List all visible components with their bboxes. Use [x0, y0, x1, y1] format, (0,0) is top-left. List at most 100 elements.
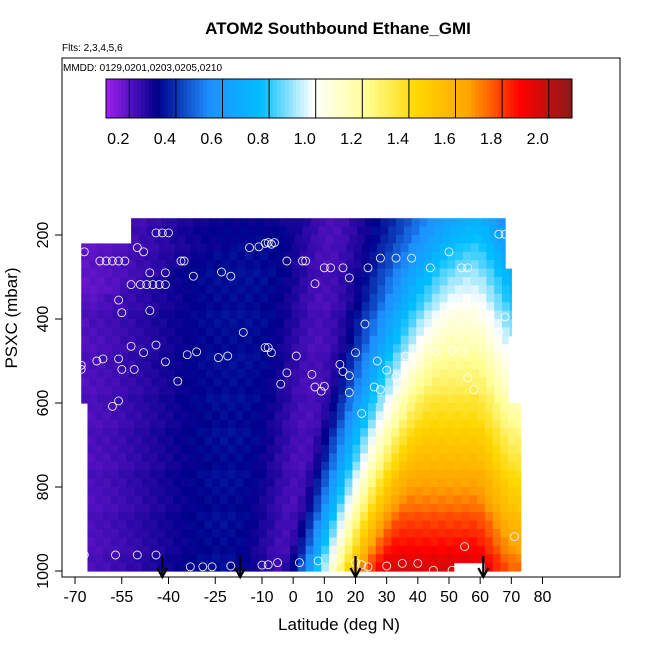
colorbar-segment: [416, 79, 422, 118]
heatmap-cell: [276, 302, 285, 312]
heatmap-cells: [81, 218, 522, 572]
heatmap-cell: [477, 428, 486, 438]
heatmap-cell: [494, 377, 503, 387]
heatmap-cell: [188, 436, 198, 446]
heatmap-cell: [322, 277, 332, 286]
heatmap-cell: [143, 377, 152, 387]
heatmap-cell: [196, 419, 205, 429]
x-tick-label: 20: [347, 589, 365, 606]
heatmap-cell: [408, 310, 417, 320]
heatmap-cell: [135, 361, 145, 370]
heatmap-cell: [258, 537, 268, 547]
heatmap-cell: [463, 268, 472, 278]
heatmap-cell: [361, 361, 371, 370]
heatmap-cell: [103, 562, 112, 572]
heatmap-cell: [445, 562, 455, 572]
heatmap-cell: [134, 495, 143, 505]
heatmap-cell: [352, 419, 361, 429]
heatmap-cell: [422, 562, 431, 572]
heatmap-cell: [447, 386, 456, 396]
heatmap-cell: [434, 218, 444, 228]
heatmap-cell: [89, 310, 98, 320]
heatmap-cell: [360, 470, 369, 480]
heatmap-cell: [182, 352, 191, 362]
heatmap-cell: [497, 235, 506, 244]
colorbar-segment: [106, 79, 111, 118]
heatmap-cell: [353, 361, 363, 370]
heatmap-cell: [439, 327, 449, 337]
heatmap-cell: [508, 461, 517, 471]
heatmap-cell: [221, 277, 230, 286]
colorbar-segment: [370, 79, 375, 118]
heatmap-cell: [283, 361, 293, 370]
heatmap-cell: [299, 377, 308, 387]
heatmap-cell: [258, 503, 268, 513]
heatmap-cell: [492, 512, 502, 522]
heatmap-cell: [219, 503, 229, 513]
heatmap-cell: [501, 319, 511, 328]
heatmap-cell: [157, 461, 166, 471]
observation-point: [357, 560, 367, 570]
heatmap-cell: [196, 411, 205, 421]
heatmap-cell: [251, 411, 260, 421]
x-tick-label: 80: [534, 589, 552, 606]
observation-point: [198, 562, 208, 572]
heatmap-cell: [243, 537, 252, 547]
colorbar-segment: [245, 79, 251, 118]
heatmap-cell: [127, 285, 137, 295]
heatmap-cell: [336, 453, 346, 463]
heatmap-cell: [361, 302, 371, 312]
heatmap-cell: [81, 319, 90, 328]
heatmap-cell: [338, 394, 347, 404]
heatmap-cell: [391, 512, 400, 522]
heatmap-cell: [307, 327, 316, 337]
heatmap-cell: [299, 277, 308, 286]
heatmap-cell: [282, 445, 291, 454]
heatmap-cell: [478, 394, 487, 404]
heatmap-cell: [142, 520, 151, 530]
heatmap-cell: [383, 545, 392, 555]
heatmap-cell: [453, 503, 463, 513]
heatmap-cell: [406, 411, 416, 421]
heatmap-cell: [266, 529, 276, 538]
heatmap-cell: [453, 419, 463, 429]
heatmap-cell: [260, 335, 269, 345]
heatmap-cell: [385, 310, 394, 320]
heatmap-cell: [95, 537, 104, 547]
heatmap-cell: [166, 277, 176, 286]
heatmap-cell: [118, 512, 128, 522]
heatmap-cell: [321, 478, 330, 488]
heatmap-cell: [385, 293, 394, 303]
heatmap-cell: [383, 512, 392, 522]
heatmap-cell: [260, 302, 269, 312]
heatmap-cell: [283, 293, 293, 303]
heatmap-cell: [173, 445, 182, 454]
heatmap-cell: [260, 352, 269, 362]
heatmap-cell: [458, 235, 467, 244]
heatmap-cell: [243, 453, 252, 463]
heatmap-cell: [492, 545, 502, 555]
heatmap-cell: [268, 327, 277, 337]
heatmap-cell: [151, 377, 160, 387]
heatmap-cell: [243, 512, 252, 522]
heatmap-cell: [205, 361, 215, 370]
heatmap-cell: [235, 512, 244, 522]
observation-point: [157, 228, 167, 238]
heatmap-cell: [252, 377, 262, 387]
heatmap-cell: [258, 411, 268, 421]
heatmap-cell: [165, 537, 174, 547]
heatmap-cell: [484, 403, 494, 412]
observation-point: [397, 558, 407, 568]
heatmap-cell: [95, 495, 104, 505]
heatmap-cell: [344, 562, 353, 572]
heatmap-cell: [96, 369, 106, 379]
heatmap-cell: [500, 403, 509, 412]
heatmap-cell: [403, 218, 413, 228]
heatmap-cell: [344, 411, 353, 421]
heatmap-cell: [244, 344, 254, 354]
heatmap-cell: [494, 251, 503, 261]
heatmap-cell: [388, 218, 397, 228]
heatmap-cell: [322, 394, 332, 404]
heatmap-cell: [103, 470, 112, 480]
heatmap-cell: [96, 344, 106, 354]
